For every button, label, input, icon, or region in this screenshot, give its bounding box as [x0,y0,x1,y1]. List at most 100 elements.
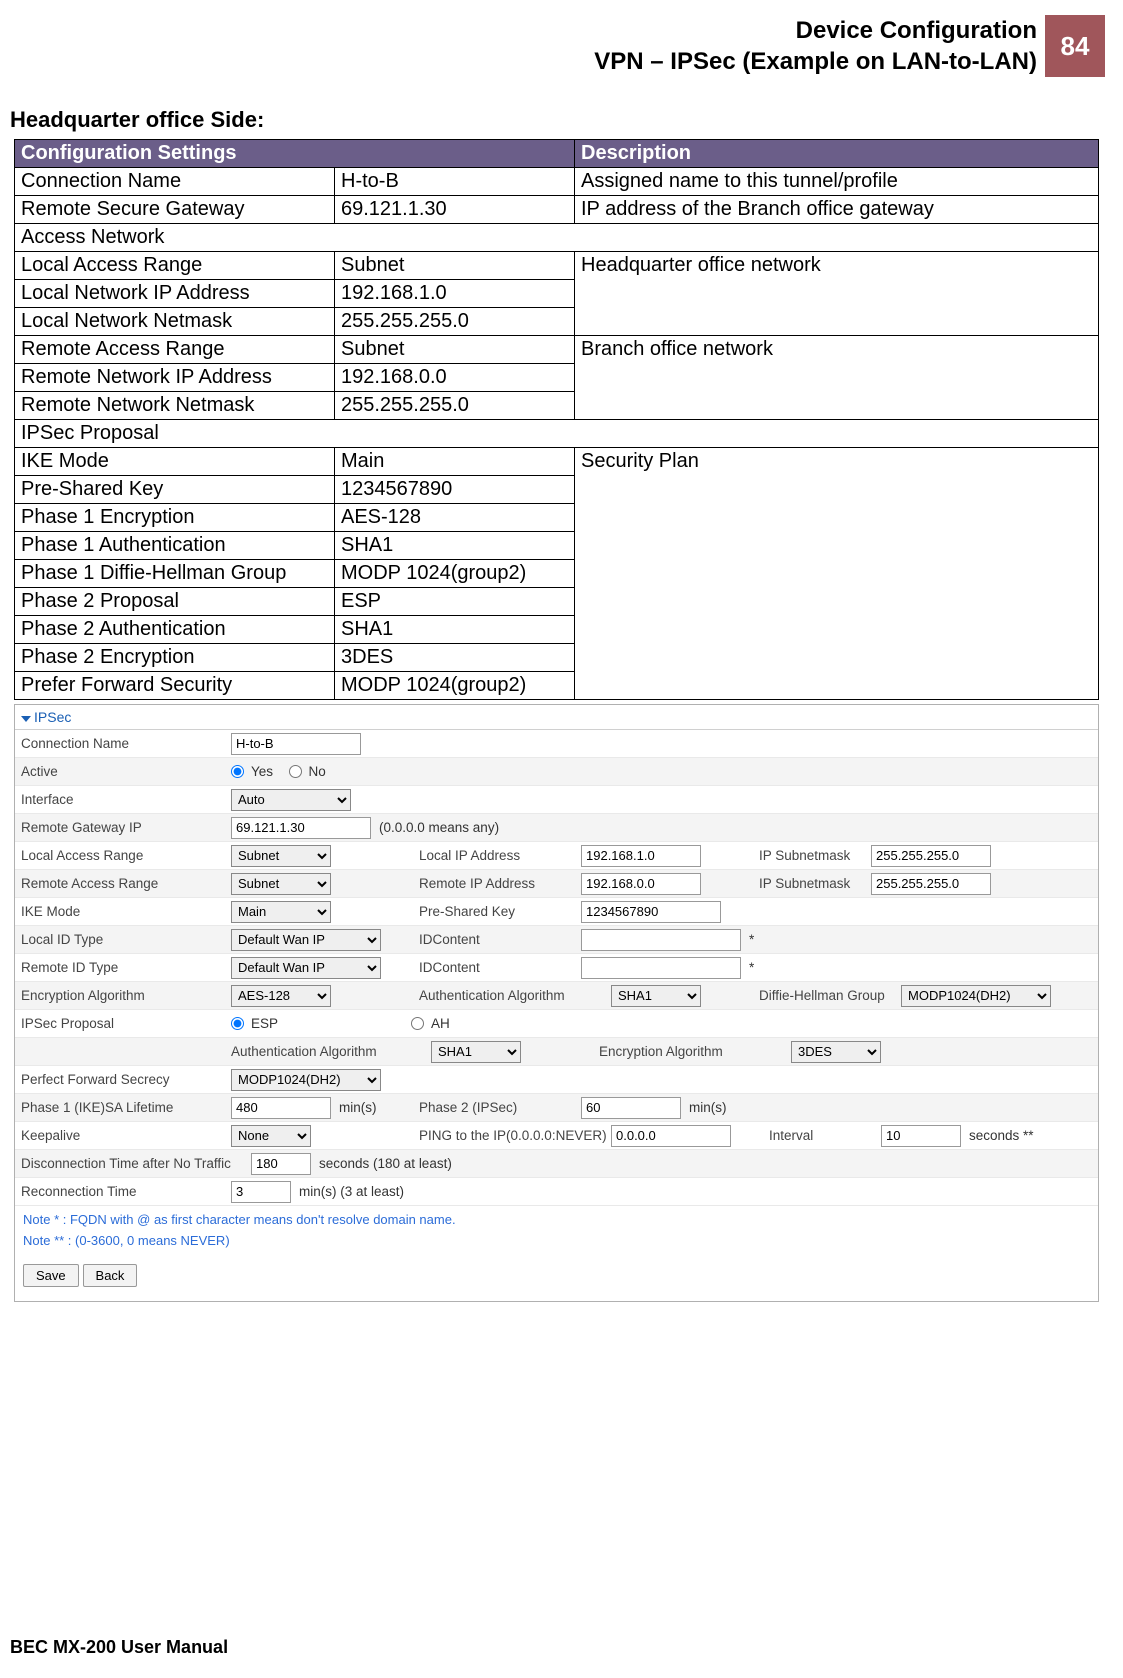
active-no-radio[interactable] [289,765,302,778]
table-row: Pre-Shared Key [15,476,335,504]
table-row: Phase 1 Encryption [15,504,335,532]
header-title-1: Device Configuration [594,15,1037,46]
remote-ip-input[interactable] [581,873,701,895]
config-header-left: Configuration Settings [15,140,575,168]
auth-algorithm-select[interactable]: SHA1 [611,985,701,1007]
pfs-select[interactable]: MODP1024(DH2) [231,1069,381,1091]
dh-group-select[interactable]: MODP1024(DH2) [901,985,1051,1007]
table-row: Prefer Forward Security [15,672,335,700]
back-button[interactable]: Back [83,1264,138,1287]
label-remote-gateway-ip: Remote Gateway IP [21,820,231,835]
ah-radio[interactable] [411,1017,424,1030]
table-row: Local Network Netmask [15,308,335,336]
local-id-type-select[interactable]: Default Wan IP [231,929,381,951]
table-row: Local Network IP Address [15,280,335,308]
header-titles: Device Configuration VPN – IPSec (Exampl… [594,15,1045,77]
table-row: IP address of the Branch office gateway [575,196,1099,224]
local-ip-input[interactable] [581,845,701,867]
header-title-2: VPN – IPSec (Example on LAN-to-LAN) [594,46,1037,77]
enc-algorithm-2-select[interactable]: 3DES [791,1041,881,1063]
table-row: 255.255.255.0 [335,308,575,336]
label-remote-access-range: Remote Access Range [21,876,231,891]
ike-mode-select[interactable]: Main [231,901,331,923]
ipsec-panel: IPSec Connection Name Active Yes No Inte… [14,704,1099,1302]
label-phase1-lifetime: Phase 1 (IKE)SA Lifetime [21,1100,231,1115]
connection-name-input[interactable] [231,733,361,755]
label-remote-subnetmask: IP Subnetmask [751,876,871,891]
interval-input[interactable] [881,1125,961,1147]
label-min-2: min(s) [689,1100,727,1115]
table-row: Branch office network [575,336,1099,420]
table-row: 1234567890 [335,476,575,504]
label-enc-algorithm-2: Encryption Algorithm [591,1044,791,1059]
ipsec-title: IPSec [34,709,71,725]
table-row: 192.168.1.0 [335,280,575,308]
local-idcontent-input[interactable] [581,929,741,951]
label-remote-idcontent: IDContent [411,960,581,975]
label-encryption-algorithm: Encryption Algorithm [21,988,231,1003]
remote-gateway-ip-input[interactable] [231,817,371,839]
label-seconds-180: seconds (180 at least) [319,1156,452,1171]
table-row: SHA1 [335,616,575,644]
table-row: Headquarter office network [575,252,1099,336]
chevron-down-icon [21,716,31,722]
table-row: Remote Access Range [15,336,335,364]
reconnection-time-input[interactable] [231,1181,291,1203]
phase1-lifetime-input[interactable] [231,1097,331,1119]
label-local-ip-address: Local IP Address [411,848,581,863]
table-row: AES-128 [335,504,575,532]
label-active: Active [21,764,231,779]
remote-idcontent-input[interactable] [581,957,741,979]
esp-radio[interactable] [231,1017,244,1030]
label-interface: Interface [21,792,231,807]
interface-select[interactable]: Auto [231,789,351,811]
table-row: MODP 1024(group2) [335,672,575,700]
table-row: Connection Name [15,168,335,196]
local-access-range-select[interactable]: Subnet [231,845,331,867]
label-disconnection-time: Disconnection Time after No Traffic [21,1156,251,1171]
remote-gateway-hint: (0.0.0.0 means any) [379,820,499,835]
label-ah: AH [431,1016,450,1031]
ping-ip-input[interactable] [611,1125,731,1147]
keepalive-select[interactable]: None [231,1125,311,1147]
star-2: * [749,960,754,975]
section-heading: Headquarter office Side: [10,107,1105,133]
label-dh-group: Diffie-Hellman Group [751,988,901,1003]
active-yes-radio[interactable] [231,765,244,778]
label-ipsec-proposal: IPSec Proposal [21,1016,231,1031]
label-yes: Yes [251,764,273,779]
table-row: Phase 1 Diffie-Hellman Group [15,560,335,588]
table-row: 192.168.0.0 [335,364,575,392]
table-row: Phase 2 Authentication [15,616,335,644]
table-row: Subnet [335,252,575,280]
label-local-idcontent: IDContent [411,932,581,947]
local-subnetmask-input[interactable] [871,845,991,867]
auth-algorithm-2-select[interactable]: SHA1 [431,1041,521,1063]
page-number: 84 [1045,15,1105,77]
table-row: Phase 1 Authentication [15,532,335,560]
table-row: Local Access Range [15,252,335,280]
config-table: Configuration Settings Description Conne… [14,139,1099,700]
table-row: ESP [335,588,575,616]
remote-subnetmask-input[interactable] [871,873,991,895]
ipsec-panel-header[interactable]: IPSec [15,705,1098,730]
note-2: Note ** : (0-3600, 0 means NEVER) [15,1233,1098,1254]
remote-access-range-select[interactable]: Subnet [231,873,331,895]
label-no: No [309,764,326,779]
save-button[interactable]: Save [23,1264,79,1287]
pre-shared-key-input[interactable] [581,901,721,923]
table-row: IKE Mode [15,448,335,476]
table-section: IPSec Proposal [15,420,1099,448]
phase2-lifetime-input[interactable] [581,1097,681,1119]
table-row: SHA1 [335,532,575,560]
table-row: Remote Network IP Address [15,364,335,392]
disconnection-time-input[interactable] [251,1153,311,1175]
star-1: * [749,932,754,947]
table-row: 3DES [335,644,575,672]
table-row: 69.121.1.30 [335,196,575,224]
label-esp: ESP [251,1016,278,1031]
encryption-algorithm-select[interactable]: AES-128 [231,985,331,1007]
label-keepalive: Keepalive [21,1128,231,1143]
remote-id-type-select[interactable]: Default Wan IP [231,957,381,979]
label-pfs: Perfect Forward Secrecy [21,1072,231,1087]
